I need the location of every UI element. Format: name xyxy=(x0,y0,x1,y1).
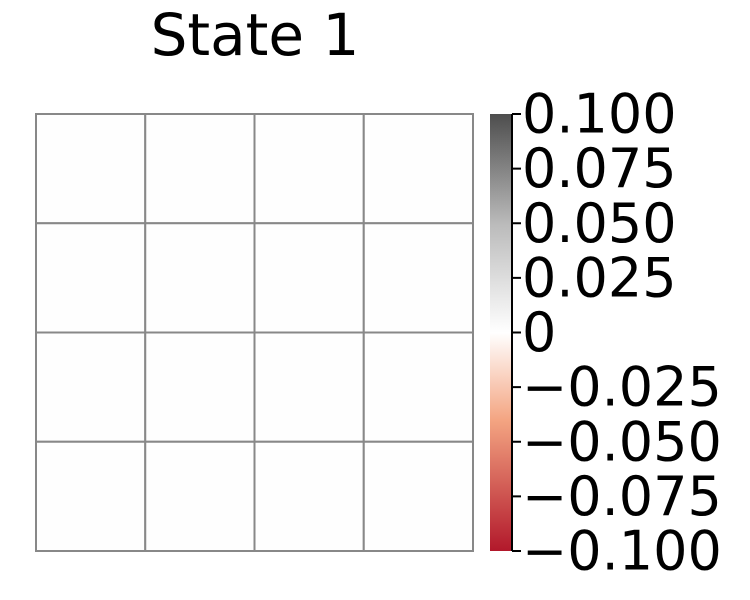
chart-title: State 1 xyxy=(151,1,360,69)
heatmap-cell-r3-c1 xyxy=(144,440,256,552)
colorbar-tick-label: −0.025 xyxy=(522,356,722,419)
heatmap-cell-r2-c0 xyxy=(35,331,147,443)
heatmap-cell-r3-c0 xyxy=(35,440,147,552)
colorbar-tick-label: 0.075 xyxy=(522,137,677,200)
heatmap-cell-r0-c2 xyxy=(253,113,365,225)
heatmap-cell-r3-c2 xyxy=(253,440,365,552)
heatmap-cell-r2-c2 xyxy=(253,331,365,443)
heatmap-cell-r1-c3 xyxy=(362,222,474,334)
heatmap-cell-r2-c3 xyxy=(362,331,474,443)
heatmap-cells xyxy=(35,113,474,552)
heatmap-cell-r1-c2 xyxy=(253,222,365,334)
heatmap-cell-r0-c3 xyxy=(362,113,474,225)
colorbar-tick-label: −0.075 xyxy=(522,465,722,528)
heatmap-cell-r0-c1 xyxy=(144,113,256,225)
heatmap-cell-r1-c0 xyxy=(35,222,147,334)
heatmap-cell-r2-c1 xyxy=(144,331,256,443)
heatmap-cell-r3-c3 xyxy=(362,440,474,552)
colorbar-tick-label: 0 xyxy=(522,301,556,364)
colorbar-tick-label: −0.100 xyxy=(522,520,722,583)
colorbar-tick-label: 0.050 xyxy=(522,192,677,255)
heatmap-cell-r1-c1 xyxy=(144,222,256,334)
colorbar-tick-label: 0.100 xyxy=(522,83,677,146)
colorbar-ticks: 0.1000.0750.0500.0250−0.025−0.050−0.075−… xyxy=(512,83,722,583)
colorbar-tick-label: 0.025 xyxy=(522,246,677,309)
heatmap-cell-r0-c0 xyxy=(35,113,147,225)
colorbar xyxy=(490,114,512,551)
colorbar-tick-label: −0.050 xyxy=(522,410,722,473)
